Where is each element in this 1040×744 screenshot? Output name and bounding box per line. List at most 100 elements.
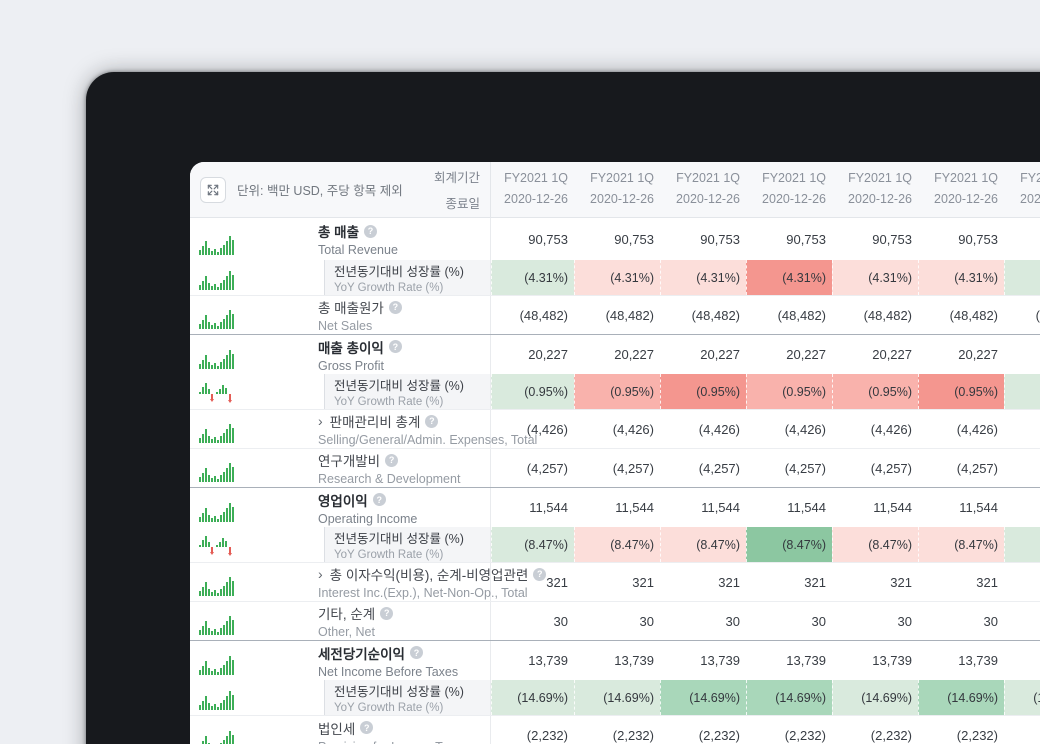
sparkline-cell — [190, 410, 254, 448]
value-cell: (2,232) — [1004, 716, 1040, 744]
growth-label-en: YoY Growth Rate (%) — [334, 549, 444, 561]
value-cell: 30 — [553, 613, 568, 629]
value-cell: 11,544 — [873, 500, 912, 515]
expand-button[interactable] — [200, 176, 226, 203]
help-icon[interactable]: ? — [360, 721, 374, 734]
metric-label-en: Total Revenue — [318, 243, 398, 257]
unit-label: 단위: 백만 USD, 주당 항목 제외 — [237, 184, 403, 198]
column-header-3: FY2021 1Q 2020-12-26 — [660, 162, 746, 217]
value-cell: 13,739 — [786, 653, 826, 668]
sparkline-cell — [190, 374, 254, 409]
row-total-revenue: 총 매출? Total Revenue 90,753 90,753 90,753 90,7… — [190, 218, 1040, 260]
value-cell: (48,482) — [1035, 307, 1040, 323]
value-cell: (2,232) — [784, 728, 826, 743]
value-cell: (2,232) — [698, 728, 740, 743]
sparkline-green-bars-icon — [199, 271, 234, 290]
label-cell-gross-profit-yoy: 전년동기대비 성장률 (%) YoY Growth Rate (%) — [254, 374, 491, 409]
growth-label-en: YoY Growth Rate (%) — [334, 282, 444, 294]
value-cell: (14.69%) — [660, 680, 746, 715]
sparkline-green-bars-icon — [199, 350, 234, 369]
value-cell: (48,482) — [777, 307, 826, 323]
value-cell: (0.95%) — [746, 374, 832, 409]
value-cell: (48,482) — [519, 307, 568, 323]
value-cell: (4.31%) — [832, 260, 918, 295]
expand-icon — [207, 184, 219, 195]
help-icon[interactable]: ? — [385, 453, 399, 467]
column-period: FY2021 1Q — [590, 171, 654, 185]
help-icon[interactable]: ? — [533, 567, 547, 581]
growth-label-box: 전년동기대비 성장률 (%) YoY Growth Rate (%) — [324, 527, 490, 562]
help-icon[interactable]: ? — [364, 224, 378, 238]
value-cell: 20,227 — [872, 347, 912, 362]
value-cell: (4.31%) — [491, 260, 574, 295]
value-cell: (4,426) — [870, 421, 912, 437]
value-cell: (14.69%) — [832, 680, 918, 715]
value-cell: 90,753 — [528, 231, 568, 247]
row-sga-expenses: › 판매관리비 총계? Selling/General/Admin. Expense… — [190, 410, 1040, 449]
value-cell: (4.31%) — [574, 260, 660, 295]
value-cell: (4,426) — [956, 421, 998, 437]
sparkline-mixed-bars-icon — [199, 383, 232, 403]
sparkline-cell — [190, 488, 254, 527]
value-cell: 11,544 — [1004, 488, 1040, 527]
metric-label-ko: 연구개발비 — [318, 454, 381, 469]
value-cell: 321 — [1004, 563, 1040, 601]
value-cell: 20,227 — [1004, 335, 1040, 374]
value-cell: 321 — [976, 574, 998, 590]
column-header-5: FY2021 1Q 2020-12-26 — [832, 162, 918, 217]
metric-label-en: Gross Profit — [318, 358, 384, 373]
metric-label-en: Selling/General/Admin. Expenses, Total — [318, 433, 538, 447]
value-cell: (4,426) — [1004, 410, 1040, 448]
column-header-4: FY2021 1Q 2020-12-26 — [746, 162, 832, 217]
help-icon[interactable]: ? — [388, 300, 402, 314]
value-cell: 30 — [983, 613, 998, 629]
sparkline-green-bars-icon — [199, 236, 234, 255]
value-cell: 321 — [718, 574, 740, 590]
value-cell: (48,482) — [863, 307, 912, 323]
value-cell: (14.69%) — [918, 680, 1004, 715]
value-cell: (4,257) — [956, 460, 998, 476]
help-icon[interactable]: ? — [388, 340, 402, 353]
table-header: 단위: 백만 USD, 주당 항목 제외 회계기간 종료일 FY2021 1Q 2… — [190, 162, 1040, 218]
value-cell: (8.47%) — [746, 527, 832, 562]
chevron-right-icon[interactable]: › — [318, 566, 323, 582]
help-icon[interactable]: ? — [409, 646, 423, 659]
metric-label-en: Interest Inc.(Exp.), Net-Non-Op., Total — [318, 586, 528, 600]
help-icon[interactable]: ? — [425, 414, 439, 428]
label-cell-net-income-before-taxes: 세전당기순이익? Net Income Before Taxes — [254, 641, 491, 680]
value-cell: (4,257) — [698, 460, 740, 476]
value-cell: (8.47%) — [918, 527, 1004, 562]
column-period: FY2021 1Q — [934, 171, 998, 185]
growth-label-ko: 전년동기대비 성장률 (%) — [334, 379, 464, 393]
value-cell: 90,753 — [614, 231, 654, 247]
column-header-1: FY2021 1Q 2020-12-26 — [491, 162, 574, 217]
value-cell: 30 — [639, 613, 654, 629]
value-cell: 30 — [725, 613, 740, 629]
label-cell-operating-income: 영업이익? Operating Income — [254, 488, 491, 527]
label-cell-sga-expenses[interactable]: › 판매관리비 총계? Selling/General/Admin. Expense… — [254, 410, 538, 448]
sparkline-green-bars-icon — [202, 731, 234, 744]
column-end-date: 2020-12-26 — [1020, 192, 1040, 206]
value-cell: (4,257) — [870, 460, 912, 476]
value-cell: 11,544 — [701, 500, 740, 515]
value-cell: (8.47%) — [660, 527, 746, 562]
value-cell: (0.95%) — [832, 374, 918, 409]
column-period: FY2021 1Q — [762, 171, 826, 185]
sparkline-cell — [190, 527, 254, 562]
column-end-date: 2020-12-26 — [590, 192, 654, 206]
help-icon[interactable]: ? — [380, 606, 394, 620]
chevron-right-icon[interactable]: › — [318, 413, 323, 429]
value-cell: (0.95%) — [574, 374, 660, 409]
growth-label-en: YoY Growth Rate (%) — [334, 396, 444, 408]
growth-label-ko: 전년동기대비 성장률 (%) — [334, 265, 464, 279]
value-cell: 321 — [804, 574, 826, 590]
sparkline-cell — [190, 218, 254, 260]
value-cell: (2,232) — [956, 728, 998, 743]
value-cell: 20,227 — [786, 347, 826, 362]
value-cell: (0.95%) — [491, 374, 574, 409]
metric-label-ko: 기타, 순계 — [318, 607, 376, 622]
value-cell: 11,544 — [787, 500, 826, 515]
value-cell: 11,544 — [529, 500, 568, 515]
label-cell-interest-income[interactable]: › 총 이자수익(비용), 순계-비영업관련? Interest Inc.(Exp.… — [254, 563, 547, 601]
help-icon[interactable]: ? — [372, 493, 386, 506]
